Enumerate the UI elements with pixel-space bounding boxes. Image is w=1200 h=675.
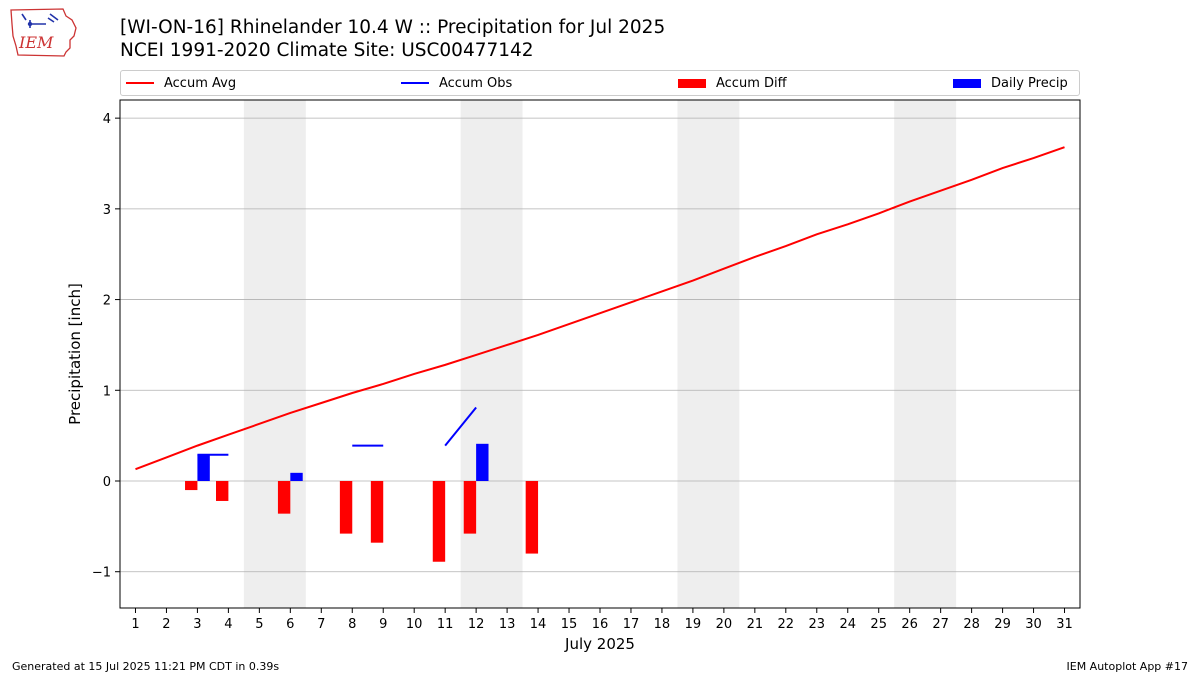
x-tick-label: 11	[437, 617, 454, 632]
weekend-band	[677, 100, 740, 608]
x-tick-label: 10	[406, 617, 423, 632]
accum-diff-bar	[277, 481, 291, 514]
accum-diff-bar	[463, 481, 477, 534]
x-tick-label: 23	[809, 617, 826, 632]
x-tick-label: 26	[901, 617, 918, 632]
x-axis: 1 2 3 4 5 6 7 8 9 10 11 12 13 14 15 16 17 18 19 20 21 22 23 24 2…	[131, 608, 1073, 632]
accum-diff-bar	[339, 481, 353, 534]
x-tick-label: 8	[348, 617, 356, 632]
y-tick-label: 0	[103, 475, 111, 490]
legend-item-daily-precip: Daily Precip	[953, 71, 1068, 95]
accum-diff-bars	[185, 481, 539, 562]
x-tick-label: 27	[932, 617, 949, 632]
iowa-outline	[10, 8, 77, 57]
legend: Accum Avg Accum Obs Accum Diff Daily Pre…	[120, 70, 1080, 96]
x-tick-label: 15	[561, 617, 578, 632]
x-axis-label: July 2025	[564, 635, 635, 653]
x-tick-label: 14	[530, 617, 547, 632]
daily-precip-bar	[290, 472, 303, 481]
x-tick-label: 31	[1056, 617, 1073, 632]
weekend-bands	[243, 100, 957, 608]
accum-obs-series	[197, 406, 477, 456]
daily-precip-bar	[476, 443, 489, 481]
accum-diff-bar	[370, 481, 384, 543]
y-tick-label: 4	[103, 112, 111, 127]
x-tick-label: 22	[778, 617, 795, 632]
legend-swatch-accum-diff	[678, 78, 706, 88]
daily-precip-bar	[197, 454, 210, 481]
x-tick-label: 16	[592, 617, 609, 632]
x-tick-label: 9	[379, 617, 387, 632]
footer-app: IEM Autoplot App #17	[1066, 660, 1189, 673]
x-tick-label: 20	[716, 617, 733, 632]
chart-subtitle: NCEI 1991-2020 Climate Site: USC00477142	[120, 40, 534, 61]
x-tick-label: 4	[224, 617, 232, 632]
weekend-band	[243, 100, 306, 608]
x-tick-label: 5	[255, 617, 263, 632]
station-dot-icon	[27, 21, 33, 27]
y-tick-label: 2	[103, 294, 111, 309]
x-tick-label: 13	[499, 617, 516, 632]
y-tick-label: −1	[92, 566, 111, 581]
accum-diff-bar	[216, 481, 229, 501]
daily-precip-bars	[197, 443, 489, 481]
iem-logo: IEM	[10, 8, 77, 57]
y-axis-label: Precipitation [inch]	[66, 283, 84, 425]
footer-generated: Generated at 15 Jul 2025 11:21 PM CDT in…	[12, 660, 280, 673]
x-tick-label: 3	[193, 617, 201, 632]
legend-label-daily-precip: Daily Precip	[991, 75, 1068, 91]
accum-obs-line	[444, 406, 477, 447]
weekend-band	[894, 100, 957, 608]
y-tick-label: 1	[103, 384, 111, 399]
legend-swatch-daily-precip	[953, 78, 981, 88]
x-tick-label: 18	[654, 617, 671, 632]
y-tick-label: 3	[103, 203, 111, 218]
legend-label-accum-avg: Accum Avg	[164, 75, 237, 91]
x-tick-label: 19	[685, 617, 702, 632]
x-tick-label: 17	[623, 617, 640, 632]
x-tick-label: 25	[870, 617, 887, 632]
legend-label-accum-obs: Accum Obs	[439, 75, 513, 91]
x-tick-label: 6	[286, 617, 294, 632]
y-axis: −1 0 1 2 3 4	[92, 112, 120, 581]
accum-diff-bar	[525, 481, 539, 554]
chart-title: [WI-ON-16] Rhinelander 10.4 W :: Precipi…	[120, 17, 666, 38]
x-tick-label: 28	[963, 617, 980, 632]
x-tick-label: 1	[131, 617, 139, 632]
x-tick-label: 12	[468, 617, 485, 632]
x-tick-label: 30	[1025, 617, 1042, 632]
accum-avg-series	[135, 146, 1065, 471]
legend-label-accum-diff: Accum Diff	[716, 75, 787, 91]
accum-avg-line	[135, 146, 1065, 471]
logo-text: IEM	[18, 33, 54, 52]
legend-item-accum-avg: Accum Avg	[126, 71, 236, 95]
legend-item-accum-obs: Accum Obs	[401, 71, 512, 95]
accum-diff-bar	[432, 481, 446, 562]
legend-swatch-accum-obs	[401, 82, 429, 84]
x-tick-label: 7	[317, 617, 325, 632]
x-tick-label: 29	[994, 617, 1011, 632]
x-tick-label: 21	[747, 617, 764, 632]
accum-diff-bar	[185, 481, 198, 491]
legend-item-accum-diff: Accum Diff	[678, 71, 787, 95]
x-tick-label: 24	[839, 617, 856, 632]
x-tick-label: 2	[162, 617, 170, 632]
legend-swatch-accum-avg	[126, 82, 154, 84]
